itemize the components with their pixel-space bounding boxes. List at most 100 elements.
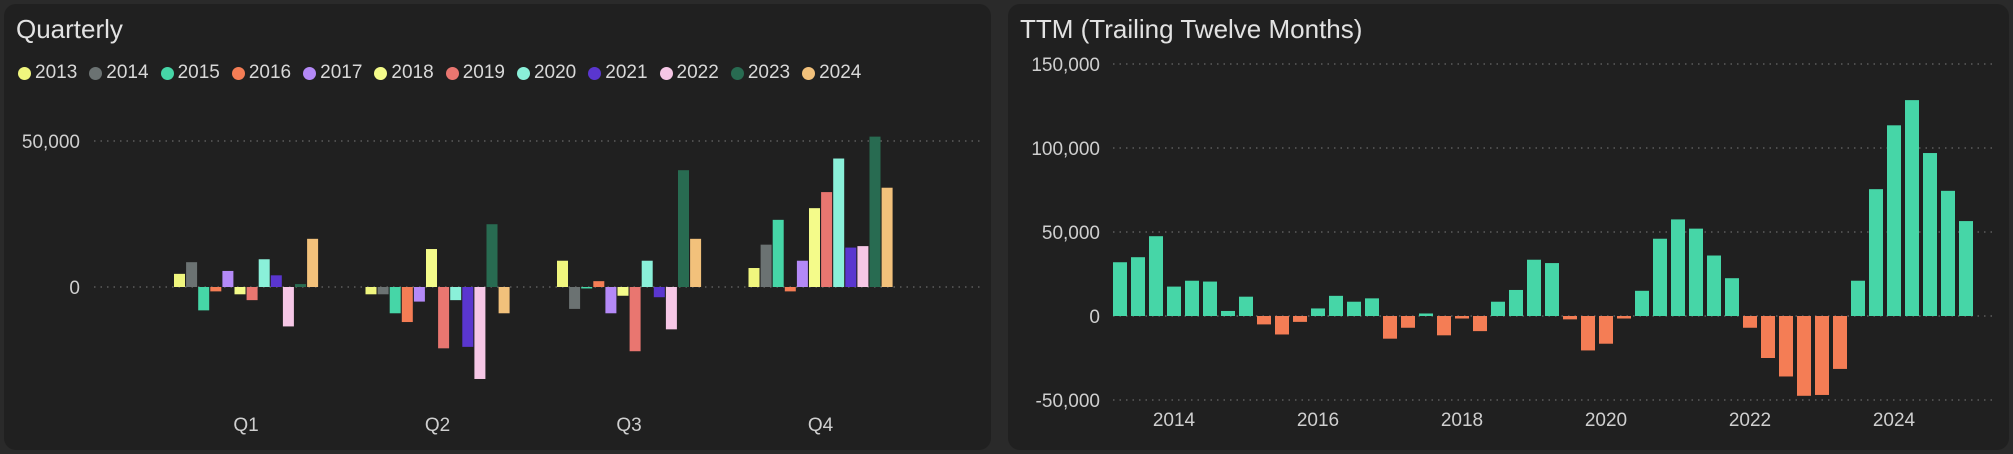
- bar-2023-Q3[interactable]: [678, 170, 689, 287]
- ttm-bar[interactable]: [1869, 189, 1883, 316]
- bar-2024-Q3[interactable]: [690, 238, 702, 287]
- ttm-bar[interactable]: [1419, 313, 1433, 316]
- legend-item-2017[interactable]: 2017: [303, 62, 362, 84]
- ttm-bar[interactable]: [1185, 280, 1199, 316]
- bar-2022-Q1[interactable]: [282, 287, 294, 327]
- legend-item-2018[interactable]: 2018: [374, 62, 434, 84]
- bar-2013-Q3[interactable]: [557, 260, 568, 287]
- bar-2017-Q1[interactable]: [222, 270, 234, 287]
- ttm-bar[interactable]: [1671, 219, 1685, 316]
- legend-item-2015[interactable]: 2015: [160, 62, 220, 84]
- ttm-bar[interactable]: [1221, 310, 1235, 316]
- bar-2024-Q1[interactable]: [307, 238, 319, 287]
- bar-2019-Q4[interactable]: [821, 192, 833, 287]
- ttm-bar[interactable]: [1905, 100, 1919, 317]
- ttm-bar[interactable]: [1401, 316, 1415, 328]
- legend-item-2013[interactable]: 2013: [18, 62, 77, 84]
- bar-2020-Q2[interactable]: [450, 287, 462, 301]
- bar-2022-Q4[interactable]: [857, 246, 869, 287]
- bar-2024-Q4[interactable]: [881, 187, 893, 287]
- bar-2019-Q2[interactable]: [438, 287, 450, 349]
- legend-item-2024[interactable]: 2024: [802, 62, 861, 84]
- bar-2020-Q4[interactable]: [833, 158, 845, 287]
- ttm-bar[interactable]: [1707, 255, 1721, 316]
- bar-2018-Q4[interactable]: [809, 208, 820, 287]
- bar-2016-Q1[interactable]: [210, 287, 222, 292]
- legend-item-2014[interactable]: 2014: [89, 62, 149, 84]
- ttm-bar[interactable]: [1545, 263, 1559, 316]
- ttm-bar[interactable]: [1581, 316, 1595, 351]
- legend-item-2016[interactable]: 2016: [231, 62, 291, 84]
- bar-2014-Q4[interactable]: [760, 244, 772, 287]
- ttm-bar[interactable]: [1383, 316, 1397, 339]
- bar-2021-Q2[interactable]: [462, 287, 474, 347]
- ttm-bar[interactable]: [1653, 238, 1667, 316]
- ttm-bar[interactable]: [1437, 316, 1451, 336]
- ttm-bar[interactable]: [1131, 257, 1145, 316]
- bar-2023-Q1[interactable]: [295, 284, 306, 287]
- ttm-bar[interactable]: [1473, 316, 1487, 332]
- ttm-bar[interactable]: [1635, 290, 1649, 316]
- ttm-bar[interactable]: [1743, 316, 1757, 328]
- ttm-bar[interactable]: [1113, 262, 1127, 316]
- bar-2015-Q4[interactable]: [772, 219, 784, 287]
- ttm-bar[interactable]: [1887, 125, 1901, 316]
- ttm-bar[interactable]: [1293, 316, 1307, 322]
- ttm-bar[interactable]: [1689, 228, 1703, 316]
- bar-2015-Q3[interactable]: [581, 287, 593, 289]
- bar-2014-Q1[interactable]: [186, 262, 198, 287]
- bar-2013-Q1[interactable]: [174, 273, 185, 287]
- ttm-bar[interactable]: [1527, 259, 1541, 316]
- bar-2020-Q3[interactable]: [641, 260, 653, 287]
- bar-2021-Q3[interactable]: [653, 287, 665, 298]
- bar-2013-Q2[interactable]: [365, 287, 377, 295]
- legend-item-2021[interactable]: 2021: [588, 62, 648, 84]
- bar-2023-Q4[interactable]: [869, 136, 881, 287]
- ttm-bar[interactable]: [1347, 301, 1361, 316]
- bar-2018-Q2[interactable]: [426, 249, 437, 287]
- ttm-bar[interactable]: [1257, 316, 1271, 325]
- bar-2017-Q4[interactable]: [796, 260, 808, 287]
- bar-2016-Q3[interactable]: [593, 281, 605, 287]
- ttm-bar[interactable]: [1365, 298, 1379, 316]
- legend-item-2019[interactable]: 2019: [445, 62, 505, 84]
- ttm-bar[interactable]: [1455, 316, 1469, 319]
- legend-item-2022[interactable]: 2022: [659, 62, 719, 84]
- ttm-bar[interactable]: [1941, 190, 1955, 316]
- ttm-bar[interactable]: [1797, 316, 1811, 396]
- ttm-bar[interactable]: [1599, 316, 1613, 344]
- bar-2015-Q1[interactable]: [198, 287, 210, 311]
- legend-item-2020[interactable]: 2020: [516, 62, 576, 84]
- ttm-bar[interactable]: [1815, 316, 1829, 395]
- bar-2021-Q1[interactable]: [270, 275, 282, 287]
- ttm-bar[interactable]: [1725, 278, 1739, 316]
- ttm-bar[interactable]: [1275, 316, 1289, 335]
- ttm-bar[interactable]: [1329, 295, 1343, 316]
- bar-2023-Q2[interactable]: [486, 224, 498, 287]
- bar-2018-Q1[interactable]: [234, 287, 246, 295]
- bar-2014-Q2[interactable]: [377, 287, 389, 295]
- bar-2018-Q3[interactable]: [617, 287, 629, 296]
- ttm-bar[interactable]: [1959, 221, 1973, 316]
- ttm-bar[interactable]: [1311, 308, 1325, 316]
- ttm-bar[interactable]: [1779, 316, 1793, 377]
- ttm-bar[interactable]: [1509, 289, 1523, 316]
- ttm-bar[interactable]: [1761, 316, 1775, 358]
- ttm-bar[interactable]: [1851, 280, 1865, 316]
- bar-2017-Q3[interactable]: [605, 287, 617, 314]
- bar-2019-Q3[interactable]: [629, 287, 641, 352]
- bar-2022-Q2[interactable]: [474, 287, 486, 379]
- ttm-bar[interactable]: [1167, 286, 1181, 316]
- bar-2016-Q4[interactable]: [784, 287, 796, 292]
- ttm-bar[interactable]: [1617, 316, 1631, 319]
- ttm-bar[interactable]: [1239, 296, 1253, 316]
- bar-2016-Q2[interactable]: [401, 287, 413, 323]
- bar-2019-Q1[interactable]: [246, 287, 258, 301]
- ttm-bar[interactable]: [1833, 316, 1847, 369]
- ttm-bar[interactable]: [1491, 301, 1505, 316]
- ttm-bar[interactable]: [1923, 153, 1937, 316]
- bar-2020-Q1[interactable]: [258, 259, 270, 287]
- bar-2015-Q2[interactable]: [389, 287, 401, 314]
- bar-2024-Q2[interactable]: [498, 287, 510, 314]
- bar-2021-Q4[interactable]: [845, 247, 857, 287]
